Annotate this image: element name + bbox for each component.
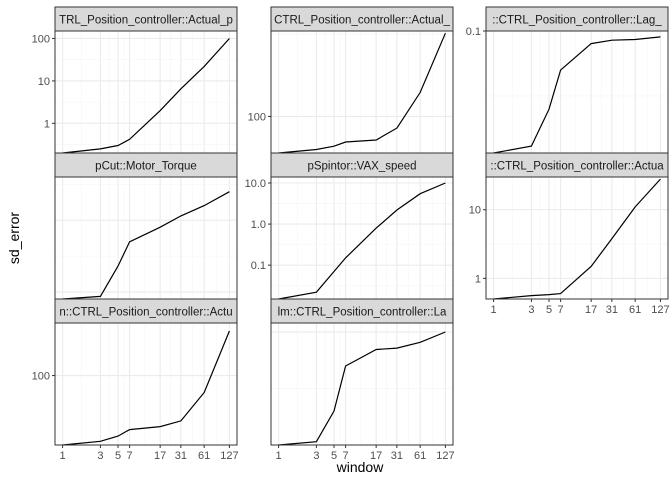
y-tick-label: 100	[32, 33, 50, 45]
x-tick-label: 61	[414, 450, 426, 462]
facet-strip	[270, 298, 454, 324]
x-tick-label: 3	[97, 450, 103, 462]
x-tick-label: 5	[115, 450, 121, 462]
x-tick-label: 3	[313, 450, 319, 462]
y-axis-title: sd_error	[6, 212, 22, 264]
panel-background	[55, 31, 237, 153]
y-tick-label: 10.0	[245, 178, 266, 190]
x-tick-label: 17	[154, 450, 166, 462]
facet-panel: CTRL_Position_controller::Actual_100	[248, 6, 454, 154]
x-tick-label: 17	[585, 304, 597, 316]
panel-background	[271, 31, 453, 153]
facet-strip-label: n::CTRL_Position_controller::Actu	[59, 307, 232, 319]
series-line	[493, 36, 661, 154]
panel-background	[55, 323, 237, 445]
x-tick-label: 61	[198, 450, 210, 462]
x-tick-label: 17	[370, 450, 382, 462]
y-tick-label: 1	[475, 273, 481, 285]
series-line	[62, 191, 230, 300]
x-tick-label: 5	[331, 450, 337, 462]
y-tick-label: 0.1	[251, 260, 266, 272]
x-tick-label: 127	[651, 304, 669, 316]
facet-strip-label: TRL_Position_controller::Actual_p	[59, 15, 233, 27]
x-tick-label: 3	[528, 304, 534, 316]
y-tick-label: 10	[38, 76, 50, 88]
y-tick-label: 1	[44, 118, 50, 130]
panel-background	[486, 31, 668, 153]
x-tick-label: 127	[436, 450, 454, 462]
facet-strip-label: pSpintor::VAX_speed	[307, 161, 416, 173]
y-tick-label: 10	[469, 205, 481, 217]
facet-strip-label: ::CTRL_Position_controller::Actua	[490, 161, 664, 173]
y-tick-label: 100	[248, 111, 266, 123]
x-tick-label: 31	[606, 304, 618, 316]
facet-strip	[54, 298, 238, 324]
series-line	[62, 38, 230, 154]
y-tick-label: 100	[32, 371, 50, 383]
panel-background	[55, 177, 237, 299]
facet-panel: ::CTRL_Position_controller::Lag_0.1	[466, 6, 669, 154]
x-axis-title: window	[336, 459, 385, 475]
facet-strip	[485, 152, 669, 178]
y-tick-label: 1.0	[251, 219, 266, 231]
x-tick-label: 7	[343, 450, 349, 462]
facet-panels: TRL_Position_controller::Actual_p110100C…	[32, 6, 670, 462]
facet-panel: lm::CTRL_Position_controller::La1 3 5 7 17 31…	[270, 298, 455, 462]
x-tick-label: 1	[491, 304, 497, 316]
y-tick-label: 0.1	[466, 26, 481, 38]
facet-strip	[54, 152, 238, 178]
panel-background	[271, 323, 453, 445]
facet-strip-label: pCut::Motor_Torque	[95, 161, 197, 173]
x-tick-label: 5	[546, 304, 552, 316]
x-tick-label: 7	[127, 450, 133, 462]
facet-panel: TRL_Position_controller::Actual_p1 10 100	[32, 6, 238, 154]
series-line	[278, 331, 446, 446]
facet-strip	[54, 6, 238, 32]
facet-strip-label: CTRL_Position_controller::Actual_	[274, 15, 450, 27]
facet-panel: pCut::Motor_Torque	[54, 152, 238, 300]
series-line	[62, 330, 230, 446]
x-tick-label: 61	[629, 304, 641, 316]
facet-strip-label: ::CTRL_Position_controller::Lag_	[492, 15, 662, 27]
x-tick-label: 1	[276, 450, 282, 462]
panel-background	[486, 177, 668, 299]
x-tick-label: 7	[558, 304, 564, 316]
facet-strip	[270, 152, 454, 178]
facet-strip	[270, 6, 454, 32]
series-line	[278, 32, 446, 154]
facet-strip-label: lm::CTRL_Position_controller::La	[278, 307, 447, 319]
panel-background	[271, 177, 453, 299]
facet-strip	[485, 6, 669, 32]
series-line	[278, 182, 446, 300]
x-tick-label: 31	[175, 450, 187, 462]
series-line	[493, 178, 661, 300]
x-tick-label: 1	[60, 450, 66, 462]
x-tick-label: 31	[391, 450, 403, 462]
x-tick-label: 127	[220, 450, 238, 462]
